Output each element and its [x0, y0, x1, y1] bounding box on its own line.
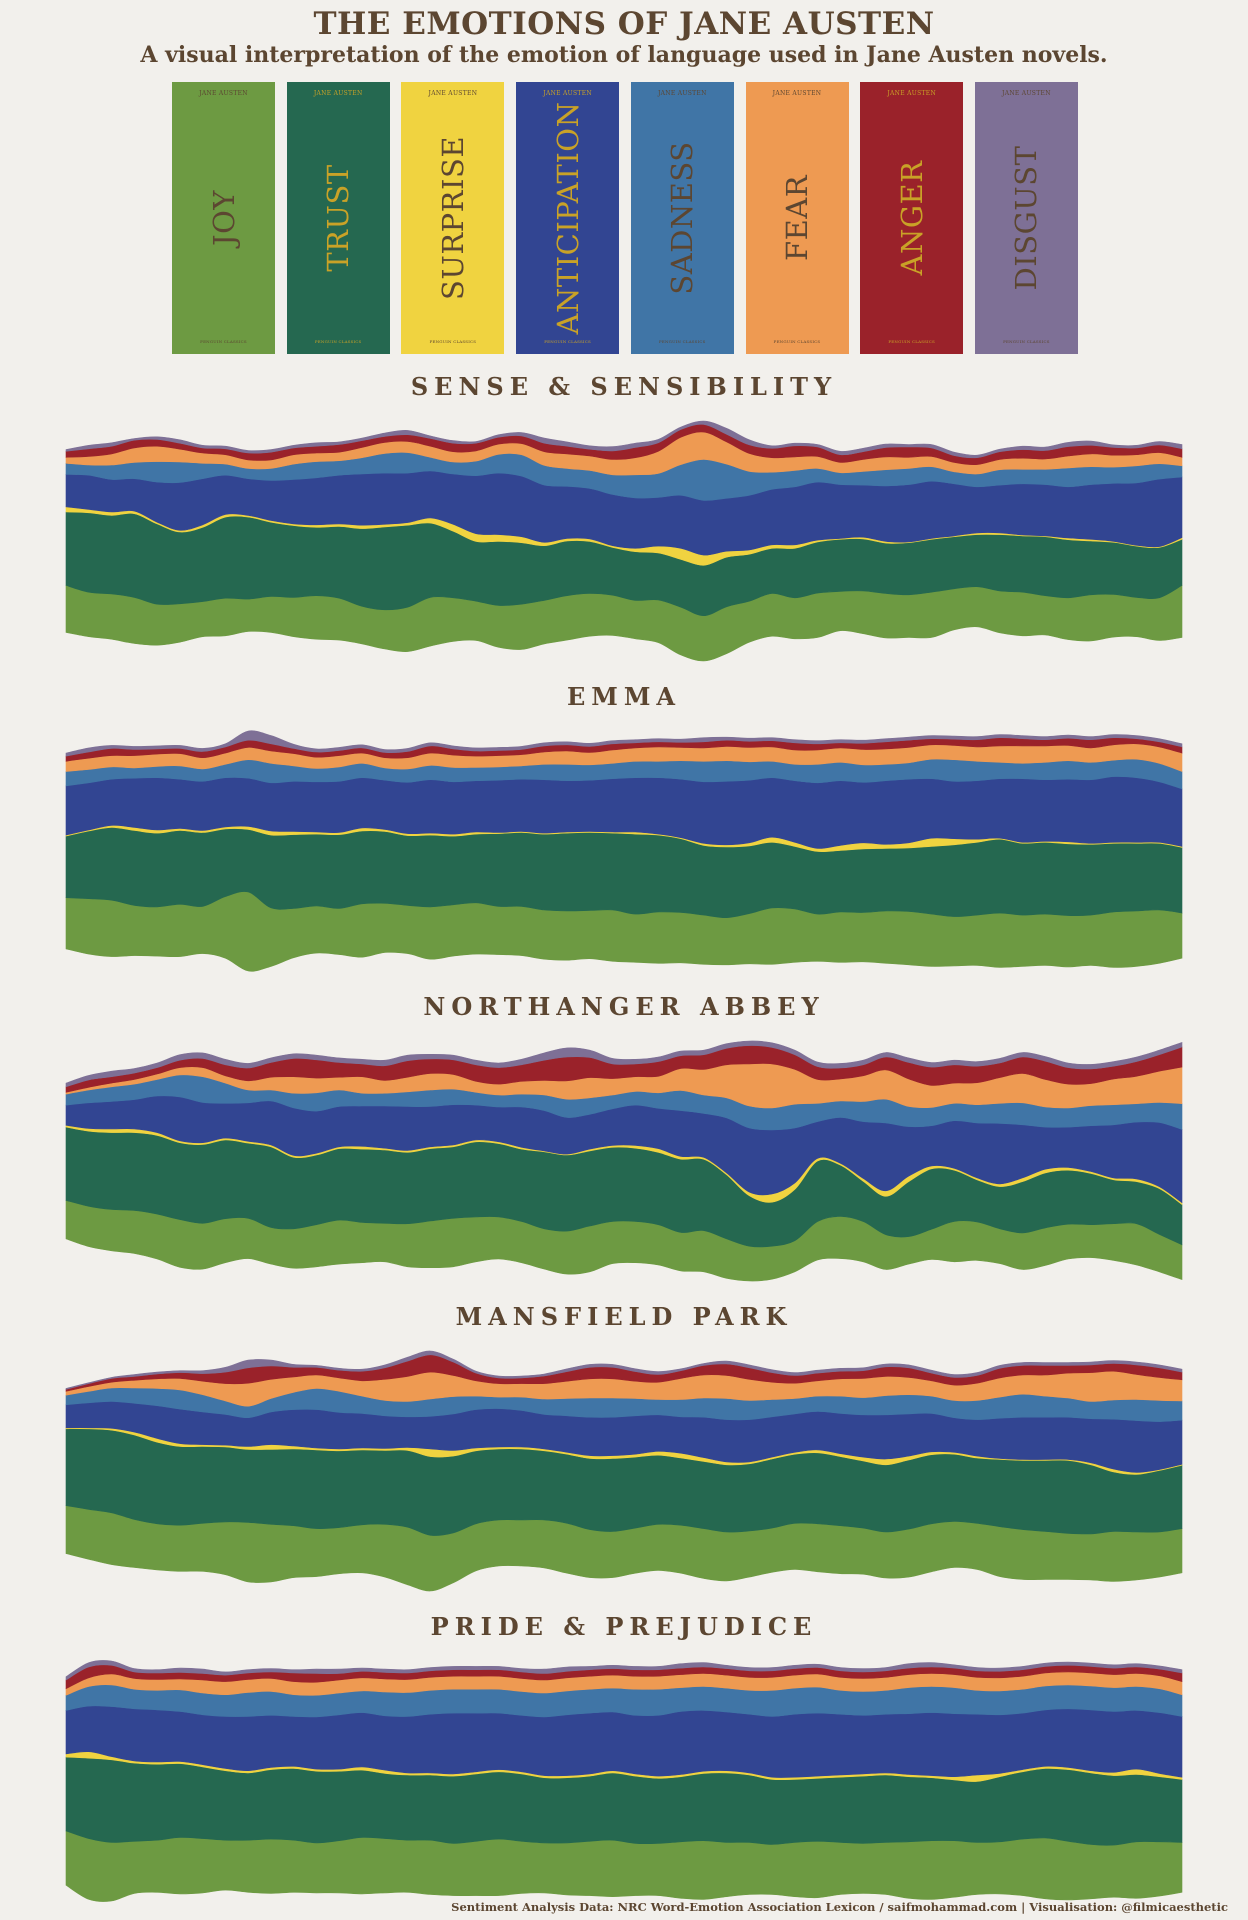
book-emotion-label: ANTICIPATION — [550, 101, 585, 335]
book-author-label: JANE AUSTEN — [887, 90, 937, 97]
emotion-legend-books: JANE AUSTEN JOY PENGUIN CLASSICS JANE AUSTE… — [172, 82, 1078, 354]
page-title: THE EMOTIONS OF JANE AUSTEN — [313, 6, 935, 42]
legend-book-trust: JANE AUSTEN TRUST PENGUIN CLASSICS — [286, 82, 390, 354]
legend-book-disgust: JANE AUSTEN DISGUST PENGUIN CLASSICS — [974, 82, 1078, 354]
legend-book-anger: JANE AUSTEN ANGER PENGUIN CLASSICS — [860, 82, 964, 354]
legend-book-surprise: JANE AUSTEN SURPRISE PENGUIN CLASSICS — [401, 82, 505, 354]
book-publisher-label: PENGUIN CLASSICS — [200, 339, 247, 344]
book-publisher-label: PENGUIN CLASSICS — [773, 339, 821, 344]
page-subtitle: A visual interpretation of the emotion o… — [140, 42, 1108, 68]
book-author-label: JANE AUSTEN — [657, 90, 707, 97]
legend-book-fear: JANE AUSTEN FEAR PENGUIN CLASSICS — [745, 82, 849, 354]
legend-book-joy: JANE AUSTEN JOY PENGUIN CLASSICS — [172, 82, 275, 354]
book-publisher-label: PENGUIN CLASSICS — [658, 339, 706, 344]
book-author-label: JANE AUSTEN — [199, 90, 248, 97]
book-emotion-label: SURPRISE — [435, 136, 470, 300]
novel-title: PRIDE & PREJUDICE — [430, 1612, 818, 1641]
book-publisher-label: PENGUIN CLASSICS — [544, 339, 591, 344]
book-author-label: JANE AUSTEN — [772, 90, 822, 97]
stream-layer-disgust — [65, 1350, 1183, 1390]
streamgraph-2 — [65, 730, 1183, 972]
novel-title: NORTHANGER ABBEY — [423, 992, 825, 1021]
streamgraph-4 — [65, 1350, 1183, 1592]
streamgraph-3 — [65, 1040, 1183, 1282]
stream-layer-disgust — [65, 1040, 1183, 1088]
book-emotion-label: DISGUST — [1009, 145, 1044, 291]
book-emotion-label: TRUST — [321, 164, 356, 272]
book-emotion-label: JOY — [206, 189, 241, 247]
novel-title: SENSE & SENSIBILITY — [410, 372, 838, 401]
book-author-label: JANE AUSTEN — [428, 90, 478, 97]
book-publisher-label: PENGUIN CLASSICS — [314, 339, 362, 344]
legend-book-sadness: JANE AUSTEN SADNESS PENGUIN CLASSICS — [630, 82, 734, 354]
book-emotion-label: ANGER — [894, 160, 929, 276]
stream-layer-disgust — [65, 420, 1183, 459]
novel-title: MANSFIELD PARK — [455, 1302, 793, 1331]
book-emotion-label: SADNESS — [665, 141, 700, 295]
streamgraph-1 — [65, 420, 1183, 662]
book-author-label: JANE AUSTEN — [313, 90, 363, 97]
streamgraph-5 — [65, 1660, 1183, 1902]
book-publisher-label: PENGUIN CLASSICS — [1003, 339, 1050, 344]
book-author-label: JANE AUSTEN — [1002, 90, 1051, 97]
stream-layer-disgust — [65, 730, 1183, 757]
stream-layer-disgust — [65, 1660, 1183, 1681]
novel-title: EMMA — [566, 682, 682, 711]
book-publisher-label: PENGUIN CLASSICS — [888, 339, 935, 344]
legend-book-anticipation: JANE AUSTEN ANTICIPATION PENGUIN CLASSICS — [516, 82, 620, 354]
book-emotion-label: FEAR — [780, 174, 814, 262]
book-author-label: JANE AUSTEN — [543, 90, 592, 97]
footer-credit: Sentiment Analysis Data: NRC Word-Emotio… — [451, 1900, 1228, 1914]
book-publisher-label: PENGUIN CLASSICS — [429, 339, 477, 344]
